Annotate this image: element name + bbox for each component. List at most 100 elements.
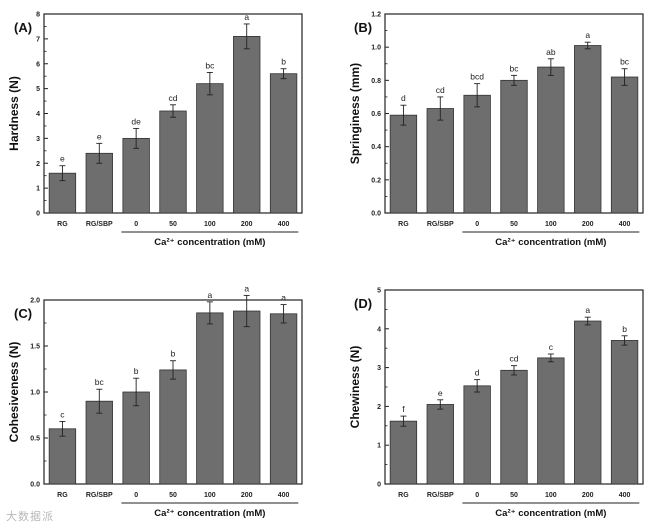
y-tick-label: 4	[36, 111, 40, 118]
bar-400	[610, 340, 639, 485]
x-tick-label: 100	[545, 221, 557, 228]
x-axis-label: Ca²⁺ concentration (mM)	[154, 508, 265, 519]
chart-panel-2: 0.0 0.2 0.4 0.6 0.8 1.0 1.2(B) Springiness (mm)…	[348, 12, 644, 248]
x-tick-label: 100	[545, 492, 557, 499]
y-tick-label: 0.6	[371, 111, 381, 118]
bar-0	[463, 385, 491, 485]
bar-200	[233, 35, 261, 214]
significance-letter: de	[131, 116, 141, 126]
x-tick-label: 0	[134, 221, 138, 228]
y-tick-label: 0.2	[371, 177, 381, 184]
x-axis-label: Ca²⁺ concentration (mM)	[495, 508, 606, 519]
y-tick-label: 4	[377, 326, 381, 333]
bar-100	[537, 357, 565, 485]
y-tick-label: 0	[377, 482, 381, 489]
bar-RG/SBP	[426, 108, 454, 214]
significance-letter: b	[171, 349, 176, 359]
x-tick-label: 50	[169, 221, 177, 228]
significance-letter: e	[438, 388, 443, 398]
bar-100	[537, 66, 565, 214]
x-tick-label: 0	[475, 221, 479, 228]
x-axis-label: Ca²⁺ concentration (mM)	[154, 237, 265, 248]
y-axis-label: Cohesiveness (N)	[7, 342, 21, 443]
bar-RG/SBP	[426, 404, 454, 485]
chart-panel-1: 0 1 2 3 4 5 6 7 8 (A) Hardness (N) e RG e RG/SBP de 0 cd 5…	[7, 12, 303, 248]
bar-50	[500, 79, 528, 214]
significance-letter: bc	[205, 60, 215, 70]
significance-letter: bc	[510, 63, 520, 73]
x-tick-label: RG	[398, 492, 409, 499]
significance-letter: cd	[436, 85, 445, 95]
x-tick-label: RG	[57, 221, 68, 228]
significance-letter: f	[402, 404, 405, 414]
significance-letter: d	[475, 368, 480, 378]
bar-100	[196, 312, 224, 485]
bar-RG	[389, 114, 418, 214]
y-tick-label: 0.8	[371, 78, 381, 85]
x-tick-label: RG	[57, 492, 68, 499]
significance-letter: a	[207, 290, 212, 300]
bar-50	[500, 369, 528, 485]
y-tick-label: 3	[36, 136, 40, 143]
bar-RG	[389, 420, 418, 485]
y-tick-label: 3	[377, 365, 381, 372]
y-tick-label: 1.5	[30, 344, 40, 351]
y-tick-label: 0.0	[30, 482, 40, 489]
x-tick-label: 400	[619, 221, 631, 228]
y-tick-label: 1	[36, 186, 40, 193]
y-tick-label: 1.0	[371, 45, 381, 52]
y-tick-label: 5	[36, 86, 40, 93]
x-tick-label: 200	[241, 221, 253, 228]
bar-RG/SBP	[85, 400, 113, 485]
significance-letter: bc	[95, 377, 105, 387]
significance-letter: bc	[620, 57, 630, 67]
panel-label: (B)	[354, 20, 372, 35]
significance-letter: c	[549, 342, 554, 352]
chart-panel-4: 0 1 2 3 4 5 (D) Chewiness (N) f RG e RG/SBP d 0 cd 50 c 1…	[348, 288, 644, 519]
x-tick-label: RG/SBP	[86, 492, 113, 499]
x-axis-label: Ca²⁺ concentration (mM)	[495, 237, 606, 248]
bar-0	[122, 137, 150, 214]
significance-letter: c	[60, 409, 65, 419]
x-tick-label: 200	[582, 221, 594, 228]
significance-letter: b	[622, 324, 627, 334]
x-tick-label: 50	[510, 221, 518, 228]
significance-letter: e	[60, 154, 65, 164]
x-tick-label: 100	[204, 221, 216, 228]
y-tick-label: 0	[36, 211, 40, 218]
x-tick-label: 400	[619, 492, 631, 499]
significance-letter: b	[281, 57, 286, 67]
y-axis-label: Chewiness (N)	[348, 346, 362, 429]
x-tick-label: RG/SBP	[427, 221, 454, 228]
x-tick-label: 400	[278, 221, 290, 228]
x-tick-label: RG/SBP	[427, 492, 454, 499]
chart-panel-3: 0.0 0.5 1.0 1.5 2.0(C) Cohesiveness (N) c RG bc R…	[7, 283, 303, 519]
bar-200	[574, 320, 602, 485]
significance-letter: a	[585, 305, 590, 315]
x-tick-label: RG	[398, 221, 409, 228]
x-tick-label: 400	[278, 492, 290, 499]
x-tick-label: 50	[169, 492, 177, 499]
y-tick-label: 2	[36, 161, 40, 168]
x-tick-label: 200	[582, 492, 594, 499]
x-tick-label: 0	[134, 492, 138, 499]
y-tick-label: 6	[36, 61, 40, 68]
significance-letter: a	[244, 12, 249, 22]
bar-200	[233, 310, 261, 485]
bar-100	[196, 83, 224, 214]
y-axis-label: Hardness (N)	[7, 76, 21, 151]
significance-letter: e	[97, 131, 102, 141]
bar-400	[269, 313, 298, 485]
significance-letter: ab	[546, 47, 556, 57]
significance-letter: a	[585, 30, 590, 40]
y-tick-label: 2.0	[30, 298, 40, 305]
significance-letter: a	[281, 293, 286, 303]
panel-label: (D)	[354, 296, 372, 311]
x-tick-label: 50	[510, 492, 518, 499]
bar-200	[574, 45, 602, 214]
bar-RG	[48, 428, 77, 485]
bar-400	[610, 76, 639, 214]
significance-letter: b	[134, 366, 139, 376]
significance-letter: bcd	[470, 72, 484, 82]
